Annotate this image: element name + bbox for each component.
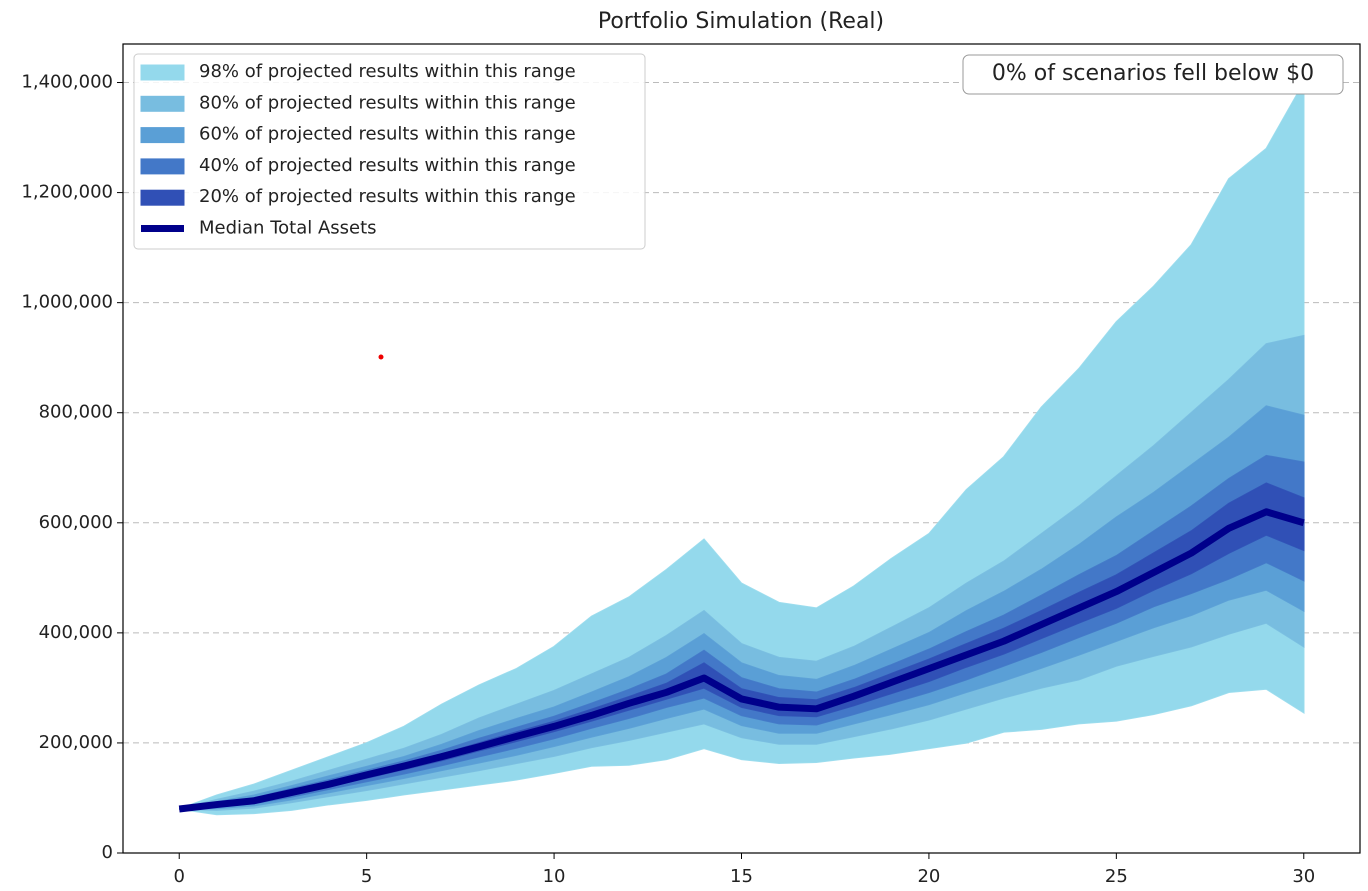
annotation: 0% of scenarios fell below $0	[992, 61, 1314, 86]
x-tick-label: 10	[543, 866, 566, 887]
y-tick-label: 800,000	[39, 402, 113, 423]
legend-label: Median Total Assets	[199, 218, 377, 239]
legend-box	[133, 53, 646, 250]
chart-title: Portfolio Simulation (Real)	[598, 9, 884, 34]
y-tick-label: 1,000,000	[21, 292, 113, 313]
y-tick-label: 600,000	[39, 512, 113, 533]
legend-label: 20% of projected results within this ran…	[199, 186, 576, 207]
x-tick-label: 15	[730, 866, 753, 887]
median-line	[178, 508, 1305, 813]
legend-swatch	[140, 158, 185, 175]
y-tick-label: 400,000	[39, 622, 113, 643]
band	[179, 482, 1305, 810]
legend-swatch	[140, 189, 185, 206]
legend-swatch	[140, 64, 185, 81]
x-tick-label: 30	[1292, 866, 1315, 887]
legend: 98% of projected results within this ran…	[140, 61, 576, 239]
cursor-dot	[378, 354, 384, 360]
legend-swatch	[140, 95, 185, 112]
legend-label: 80% of projected results within this ran…	[199, 92, 576, 113]
x-tick-label: 0	[174, 866, 185, 887]
legend-swatch	[140, 127, 185, 144]
x-tick-label: 25	[1105, 866, 1128, 887]
y-tick-label: 1,200,000	[21, 182, 113, 203]
plot-area	[123, 79, 1360, 854]
legend-label: 40% of projected results within this ran…	[199, 155, 576, 176]
y-tick-label: 1,400,000	[21, 72, 113, 93]
y-tick-label: 200,000	[39, 732, 113, 753]
y-tick-label: 0	[102, 842, 113, 863]
annotation-box	[962, 54, 1344, 95]
x-tick-label: 5	[361, 866, 372, 887]
legend-label: 60% of projected results within this ran…	[199, 124, 576, 145]
x-tick-label: 20	[917, 866, 940, 887]
legend-label: 98% of projected results within this ran…	[199, 61, 576, 82]
